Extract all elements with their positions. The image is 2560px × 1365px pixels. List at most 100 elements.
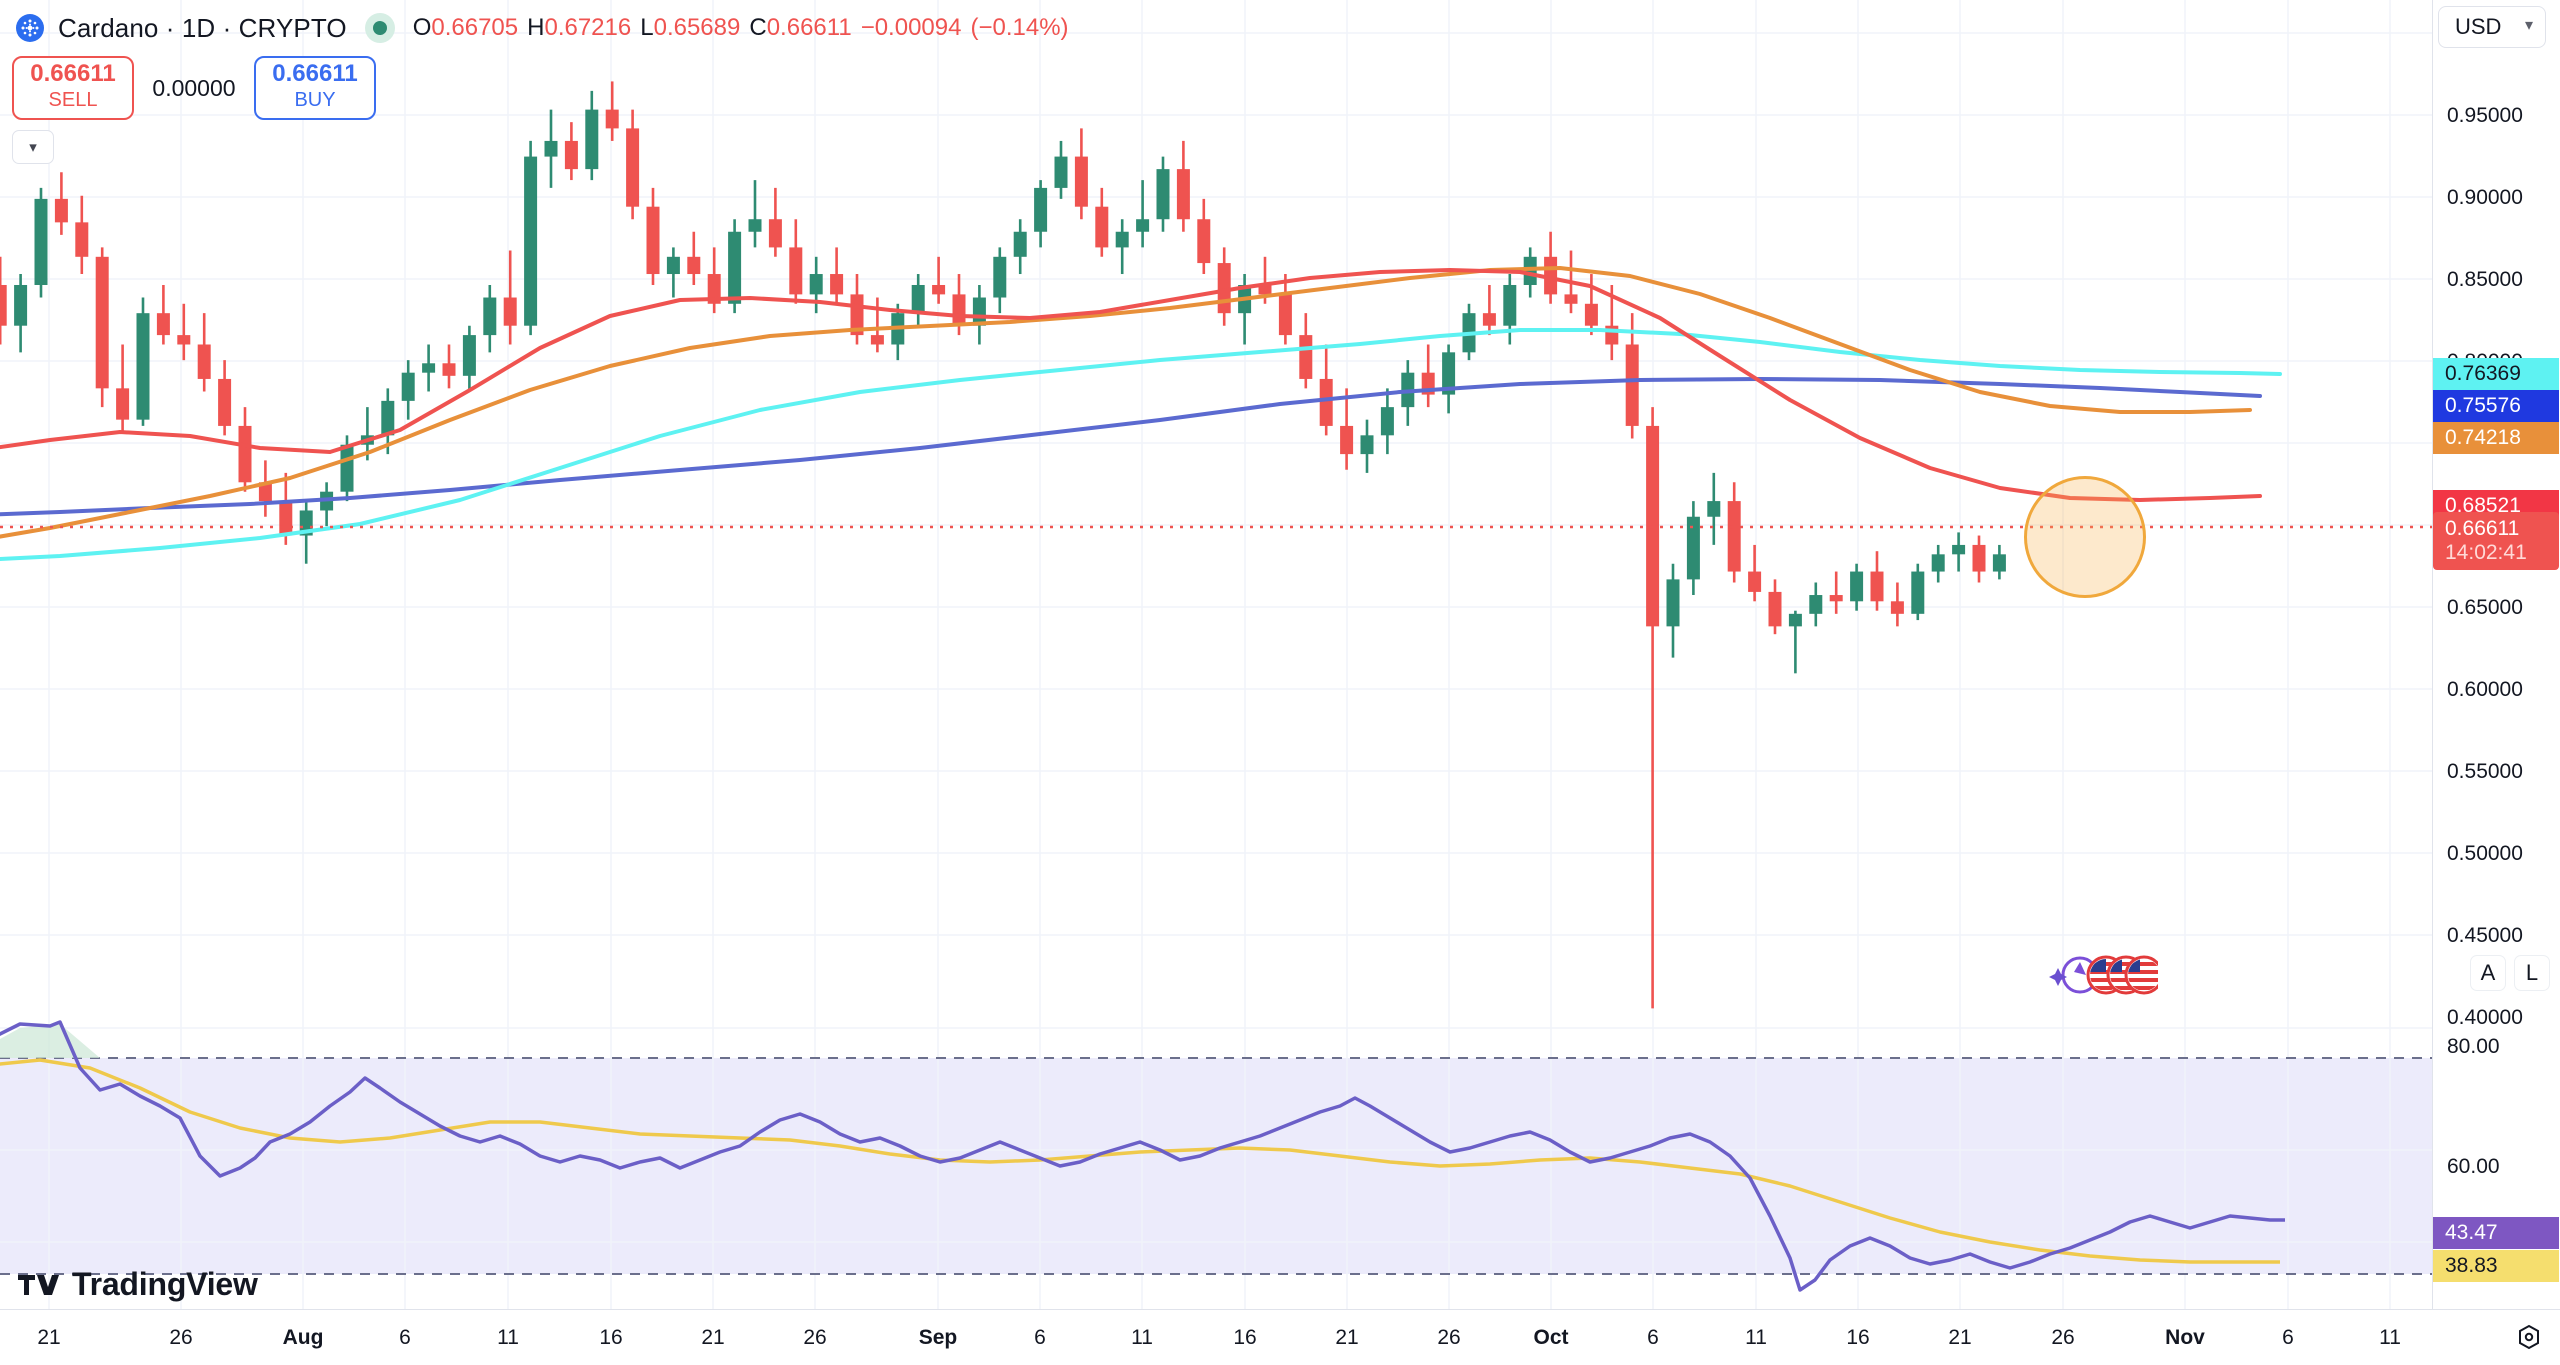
us-flag-badge-icon: [2124, 955, 2158, 995]
rsi-value-badge[interactable]: 43.47: [2433, 1217, 2559, 1249]
collapse-trade-panel-button[interactable]: ▾: [12, 130, 54, 164]
time-axis-tick: Aug: [282, 1326, 324, 1349]
candle-body: [1115, 231, 1129, 248]
candle-body: [524, 156, 538, 326]
candle-body: [1666, 579, 1680, 627]
low-label: L: [640, 14, 654, 41]
candle-body: [789, 247, 803, 295]
chart-legend[interactable]: Cardano · 1D · CRYPTO O0.66705 H0.67216 L0…: [0, 0, 1069, 56]
sell-button[interactable]: 0.66611 SELL: [12, 56, 134, 120]
candle-body: [1340, 425, 1354, 455]
candle-body: [1380, 407, 1394, 436]
candle-body: [218, 378, 232, 426]
symbol-title[interactable]: Cardano · 1D · CRYPTO: [58, 12, 347, 43]
candle-body: [1034, 187, 1048, 232]
candle-body: [1850, 571, 1864, 602]
candle-body: [830, 274, 844, 295]
candle-body: [1911, 571, 1925, 614]
candle-body: [381, 400, 395, 436]
price-pane[interactable]: [0, 0, 2432, 1010]
ma-blue-badge[interactable]: 0.75576: [2433, 390, 2559, 422]
time-axis-tick: 26: [2051, 1326, 2075, 1349]
candlestick-series: [0, 81, 2006, 1009]
time-axis-tick: 11: [1745, 1326, 1767, 1349]
high-label: H: [527, 14, 545, 41]
time-axis-tick: Sep: [918, 1326, 958, 1349]
time-axis-tick: 11: [2379, 1326, 2401, 1349]
candle-body: [605, 109, 619, 129]
watermark: TradingView: [18, 1266, 258, 1303]
candle-body: [238, 425, 252, 483]
candle-body: [1788, 613, 1802, 627]
change-value: −0.00094: [860, 14, 962, 41]
candle-body: [1442, 352, 1456, 395]
chevron-down-icon: ▾: [29, 139, 37, 156]
buy-button[interactable]: 0.66611 BUY: [254, 56, 376, 120]
moving-average-lines: [0, 266, 2282, 562]
open-label: O: [412, 14, 432, 41]
candle-body: [1013, 231, 1027, 257]
candle-body: [1299, 335, 1313, 379]
rsi-overbought-fill: [0, 1024, 100, 1058]
candle-body: [1727, 501, 1741, 572]
axis-tick: 0.50000: [2447, 842, 2523, 865]
current-price-badge[interactable]: 0.66611 14:02:41: [2433, 512, 2559, 570]
candle-body: [1523, 256, 1537, 285]
auto-scale-button[interactable]: A: [2470, 955, 2506, 991]
rsi-ma-line: [0, 1058, 2280, 1264]
candle-body: [1625, 344, 1639, 426]
ma-cyan-badge[interactable]: 0.76369: [2433, 358, 2559, 390]
candle-body: [136, 313, 150, 420]
watermark-text: TradingView: [72, 1266, 258, 1302]
candle-body: [1952, 544, 1966, 555]
candle-body: [1686, 516, 1700, 580]
ma-orange-line: [0, 266, 2252, 539]
candle-body: [1768, 591, 1782, 627]
candle-body: [1095, 206, 1109, 248]
time-axis-tick: 16: [1233, 1326, 1257, 1349]
close-label: C: [749, 14, 767, 41]
timezone-settings-button[interactable]: [2516, 1324, 2542, 1355]
candle-body: [687, 256, 701, 275]
status-dot-icon: [364, 13, 395, 43]
trade-panel[interactable]: 0.66611 SELL 0.00000 0.66611 BUY ▾: [12, 56, 376, 164]
time-axis[interactable]: 21 26 Aug 6 11 16 21 26 Sep 6 11 16 21 26 Oct 6 11 16 21 26…: [0, 1309, 2560, 1365]
currency-value: USD: [2455, 14, 2502, 39]
current-price-value: 0.66611: [2445, 516, 2520, 540]
candle-body: [666, 256, 680, 275]
candle-body: [1197, 219, 1211, 264]
ohlc-legend: O0.66705 H0.67216 L0.65689 C0.66611 −0.00094…: [413, 14, 1069, 42]
candle-body: [1278, 294, 1292, 336]
ma-orange-badge[interactable]: 0.74218: [2433, 422, 2559, 454]
sticker-group[interactable]: [2046, 952, 2158, 998]
candle-body: [340, 444, 354, 492]
candle-body: [34, 198, 48, 285]
candle-body: [1707, 501, 1721, 517]
open-value: 0.66705: [431, 14, 519, 41]
candle-body: [1992, 554, 2006, 572]
scale-buttons[interactable]: A L: [2470, 955, 2550, 991]
rsi-pane[interactable]: [0, 1010, 2432, 1332]
candle-body: [1931, 554, 1945, 572]
candle-body: [544, 140, 558, 157]
candle-body: [768, 219, 782, 248]
time-axis-tick: 6: [1034, 1326, 1046, 1349]
rsi-ma-badge[interactable]: 38.83: [2433, 1250, 2559, 1282]
close-value: 0.66611: [766, 14, 852, 41]
candle-body: [585, 109, 599, 170]
candle-body: [1258, 284, 1272, 295]
chart-canvas[interactable]: [0, 0, 2432, 1332]
price-axis[interactable]: 1.00000 0.95000 0.90000 0.85000 0.80000 …: [2432, 0, 2560, 1332]
candle-body: [462, 335, 476, 376]
candle-body: [564, 140, 578, 170]
axis-tick: 0.95000: [2447, 104, 2523, 127]
candle-body: [75, 222, 89, 257]
currency-selector[interactable]: USD ▾: [2438, 6, 2546, 48]
log-scale-button[interactable]: L: [2514, 955, 2550, 991]
candle-body: [1748, 571, 1762, 592]
candle-body: [626, 128, 640, 207]
candle-body: [1584, 303, 1598, 326]
candle-body: [707, 274, 721, 304]
highlight-circle[interactable]: [2024, 476, 2146, 598]
time-axis-tick: Oct: [1533, 1326, 1569, 1349]
